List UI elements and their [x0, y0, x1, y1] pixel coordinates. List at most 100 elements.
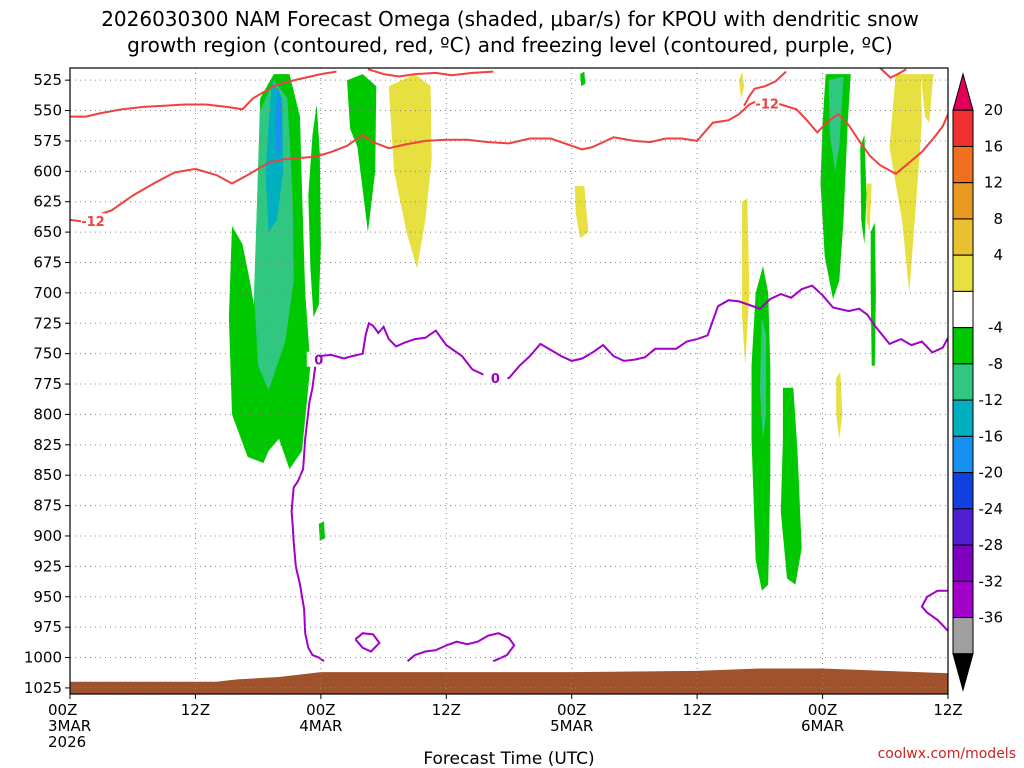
snow-growth-contour-4: [879, 68, 907, 79]
plot-area: -12 -12 0 0: [70, 68, 948, 694]
y-tick-label-0: 525: [33, 71, 62, 89]
snow-growth-label-bg-0: [80, 213, 105, 229]
colorbar-swatch-6: [952, 290, 974, 329]
omega-region-12: [751, 266, 771, 591]
omega-region-13: [759, 317, 767, 439]
colorbar-swatch-10: [952, 435, 974, 474]
y-tick-label-8: 725: [33, 314, 62, 332]
colorbar-label-1: 16: [984, 137, 1003, 155]
chart-title-line-1: 2026030300 NAM Forecast Omega (shaded, μ…: [101, 7, 919, 31]
terrain-fill: [70, 668, 948, 694]
colorbar-swatch-13: [952, 544, 974, 582]
x-tick-label-0-2: 2026: [48, 733, 86, 751]
omega-region-18: [860, 134, 867, 245]
freezing-contour-4: [920, 589, 948, 632]
omega-region-15: [836, 371, 843, 439]
colorbar-label-8: -16: [979, 427, 1004, 445]
x-tick-label-6-0: 00Z: [808, 701, 837, 719]
x-tick-label-3-0: 12Z: [432, 701, 461, 719]
y-tick-label-3: 600: [33, 162, 62, 180]
snow-growth-contour-2: [367, 68, 494, 78]
snow-growth-label-0: -12: [81, 215, 105, 230]
omega-region-16: [820, 74, 851, 299]
y-tick-label-17: 950: [33, 588, 62, 606]
x-tick-label-2-0: 00Z: [306, 701, 335, 719]
y-tick-label-18: 975: [33, 618, 62, 636]
x-tick-label-1-0: 12Z: [181, 701, 210, 719]
chart-title-line-2: growth region (contoured, red, ºC) and f…: [127, 33, 893, 57]
y-tick-label-11: 800: [33, 405, 62, 423]
y-tick-label-1: 550: [33, 102, 62, 120]
y-tick-label-5: 650: [33, 223, 62, 241]
freezing-contour-1: [318, 284, 948, 379]
x-axis-label: Forecast Time (UTC): [423, 749, 594, 768]
omega-region-5: [347, 74, 377, 233]
colorbar-cap-bottom: [952, 653, 974, 692]
colorbar-swatch-14: [952, 580, 974, 619]
plot-frame: [69, 67, 949, 695]
snow-growth-label-bg-3: [755, 95, 780, 111]
y-tick-label-14: 875: [33, 497, 62, 515]
omega-region-1: [254, 80, 294, 391]
colorbar-label-13: -36: [979, 609, 1004, 627]
snow-growth-contour-3: [743, 70, 787, 107]
x-tick-label-2-1: 4MAR: [299, 717, 342, 735]
freezing-contour-3: [354, 632, 381, 653]
grid-lines: [69, 68, 949, 694]
colorbar-swatch-12: [952, 508, 974, 546]
x-tick-label-7-0: 12Z: [933, 701, 962, 719]
omega-region-22: [866, 183, 872, 233]
y-tick-label-13: 850: [33, 466, 62, 484]
colorbar-label-0: 20: [984, 101, 1003, 119]
x-tick-label-4-1: 5MAR: [550, 717, 593, 735]
colorbar-swatch-1: [952, 109, 974, 147]
colorbar-label-2: 12: [984, 174, 1003, 192]
y-tick-label-20: 1025: [24, 679, 62, 697]
y-axis: 525 550 575 600 625 650 675 700 725 750 775 800 825 8…: [24, 71, 70, 697]
y-tick-label-6: 675: [33, 253, 62, 271]
colorbar-swatch-4: [952, 218, 974, 256]
colorbar-swatch-2: [952, 145, 974, 184]
colorbar-label-7: -12: [979, 391, 1004, 409]
credit-link[interactable]: coolwx.com/models: [878, 746, 1016, 762]
colorbar: 20 16 12 8 4 -4 -8 -12 -16 -20 -24 -28 -32 -36: [952, 72, 1004, 692]
omega-region-14: [780, 387, 802, 585]
snow-growth-label-3: -12: [755, 97, 779, 112]
y-tick-label-15: 900: [33, 527, 62, 545]
colorbar-label-3: 8: [993, 210, 1003, 228]
colorbar-label-9: -20: [979, 464, 1004, 482]
y-tick-label-7: 700: [33, 284, 62, 302]
freezing-label-1: 0: [491, 372, 500, 387]
colorbar-swatch-9: [952, 399, 974, 437]
y-tick-label-19: 1000: [24, 649, 62, 667]
omega-region-4: [308, 104, 321, 318]
x-tick-label-6-1: 6MAR: [801, 717, 844, 735]
y-tick-label-16: 925: [33, 557, 62, 575]
omega-region-9: [580, 71, 586, 87]
colorbar-label-6: -8: [988, 355, 1003, 373]
omega-region-11: [739, 71, 745, 99]
colorbar-label-4: 4: [993, 246, 1003, 264]
omega-region-21: [920, 74, 934, 123]
colorbar-swatch-3: [952, 182, 974, 220]
colorbar-swatch-15: [952, 617, 974, 655]
y-tick-label-9: 750: [33, 345, 62, 363]
x-tick-label-0-0: 00Z: [48, 701, 77, 719]
colorbar-label-12: -32: [979, 572, 1004, 590]
colorbar-label-10: -24: [979, 500, 1004, 518]
freezing-label-bg-1: [483, 369, 508, 385]
colorbar-swatch-7: [952, 327, 974, 365]
x-tick-label-0-1: 3MAR: [48, 717, 91, 735]
freezing-contour-0: [290, 355, 325, 663]
x-tick-label-5-0: 12Z: [682, 701, 711, 719]
freezing-label-0: 0: [314, 354, 323, 369]
x-tick-label-4-0: 00Z: [557, 701, 586, 719]
y-tick-label-2: 575: [33, 132, 62, 150]
omega-region-19: [870, 222, 876, 366]
colorbar-swatch-11: [952, 472, 974, 510]
snow-growth-contour-0: [70, 98, 948, 223]
y-tick-label-4: 625: [33, 193, 62, 211]
y-tick-label-12: 825: [33, 436, 62, 454]
